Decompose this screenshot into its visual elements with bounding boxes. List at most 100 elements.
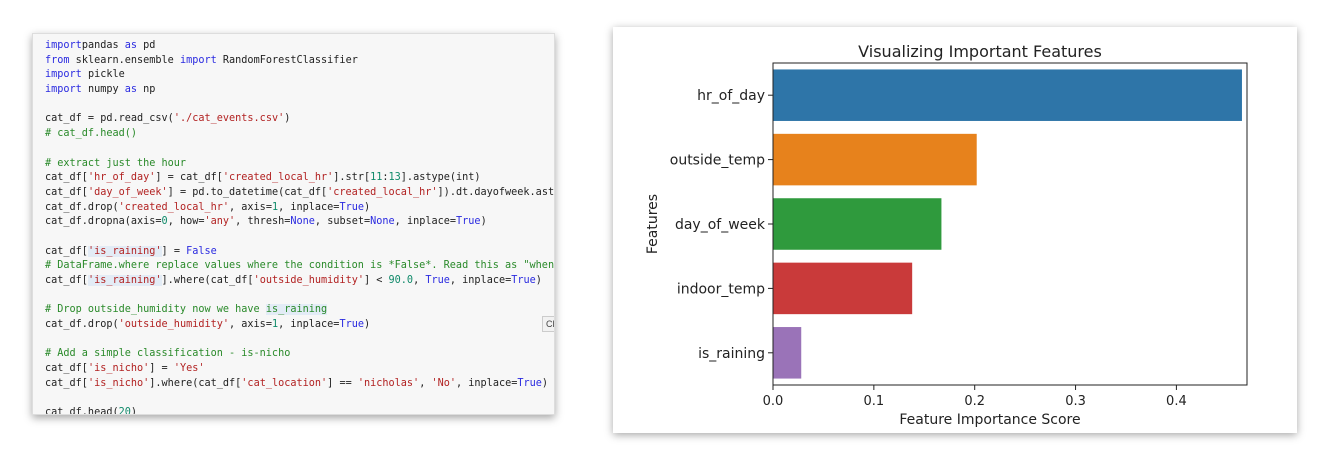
code-token: # extract just the hour (45, 157, 187, 169)
code-token: cat_df.drop( (45, 319, 119, 331)
code-line: importpandas as pd (45, 39, 554, 54)
bar-indoor_temp (773, 262, 913, 315)
code-token: import (45, 69, 82, 81)
code-token: from (45, 54, 70, 66)
code-token: ] == (327, 377, 358, 389)
code-token: 'is_raining' (87, 245, 162, 257)
code-token: np (137, 84, 156, 96)
code-line: cat_df.drop('created_local_hr', axis=1, … (45, 201, 554, 216)
code-token: , axis= (229, 319, 272, 331)
code-token: 11 (370, 172, 383, 184)
code-token: ) (130, 407, 138, 415)
code-token: pickle (81, 69, 125, 81)
y-tick-label: day_of_week (675, 217, 766, 233)
feature-importance-chart: hr_of_day outside_temp day_of_week indoor_t… (645, 42, 1248, 428)
code-token: # Add a simple classification - is-nicho (45, 348, 291, 360)
code-token: True (425, 275, 450, 286)
code-cell[interactable]: importpandas as pd from sklearn.ensemble … (32, 33, 555, 415)
code-editor[interactable]: importpandas as pd from sklearn.ensemble … (45, 39, 555, 415)
x-tick-label: 0.2 (964, 394, 985, 409)
code-token: ] = (161, 245, 187, 257)
code-token: numpy (81, 84, 125, 96)
code-token: import (45, 40, 82, 51)
code-line: # extract just the hour (45, 157, 554, 172)
code-token: ] = (149, 363, 174, 375)
code-token: True (517, 377, 542, 389)
code-token: ]).dt.dayofweek.astype( (437, 186, 555, 198)
code-line: import numpy as np (45, 83, 554, 98)
chart-title: Visualizing Important Features (858, 42, 1102, 61)
y-axis-label: Features (645, 194, 661, 254)
code-line: cat_df = pd.read_csv('./cat_events.csv') (45, 112, 554, 127)
code-token: ) (363, 319, 371, 331)
code-token: sklearn.ensemble (69, 54, 180, 66)
code-token: , subset= (314, 216, 371, 228)
plot-frame (772, 62, 1248, 386)
code-token: ] < (363, 275, 389, 286)
y-tick-label: outside_temp (670, 153, 765, 169)
y-tick-label: hr_of_day (697, 88, 765, 104)
chart-panel: hr_of_day outside_temp day_of_week indoor_t… (613, 27, 1297, 433)
code-token: cat_df = pd.read_csv( (45, 113, 174, 125)
code-token: ].str[ (333, 172, 371, 184)
code-token: 'outside_humidity' (253, 275, 364, 286)
code-token: False (186, 245, 217, 257)
code-token: 0 (161, 216, 168, 228)
code-token: 20 (118, 407, 131, 415)
code-token: ].astype(int) (400, 172, 481, 184)
code-token: ) (480, 216, 487, 228)
code-token: cat_df.head( (45, 407, 119, 415)
code-token: 'No' (431, 377, 457, 389)
code-token: cat_df[ (45, 363, 88, 375)
code-token: , inplace= (394, 216, 457, 228)
clear-output-tooltip[interactable]: Clear Out (542, 316, 554, 332)
code-token: as (124, 84, 138, 96)
code-token: pandas (81, 40, 125, 51)
code-line: cat_df['is_raining'].where(cat_df['outsi… (45, 274, 554, 289)
code-line (45, 289, 554, 304)
code-token: 13 (388, 172, 401, 184)
x-tick-label: 0.3 (1065, 394, 1086, 409)
code-token: 'is_nicho' (87, 377, 150, 389)
code-token: # cat_df.head() (45, 128, 138, 140)
code-token: True (511, 275, 536, 286)
code-token: 90.0 (388, 275, 414, 286)
code-token: ) (535, 275, 542, 286)
code-token: 'nicholas' (357, 377, 420, 389)
code-token: None (290, 216, 315, 228)
code-line: cat_df.head(20) (45, 406, 554, 415)
code-token: cat_df.dropna(axis= (45, 216, 162, 228)
bar-hr_of_day (773, 69, 1242, 121)
code-token: , inplace= (456, 377, 518, 389)
code-token: cat_df.drop( (45, 201, 119, 213)
code-token: cat_df[ (45, 275, 88, 286)
bar-outside_temp (773, 133, 977, 186)
code-token: RandomForestClassifier (216, 54, 358, 66)
code-token: 'Yes' (173, 363, 205, 375)
code-line: import pickle (45, 68, 554, 83)
code-token: 'is_nicho' (87, 363, 150, 375)
code-token: is_raining (265, 304, 328, 316)
code-token: cat_df[ (45, 172, 88, 184)
code-line (45, 392, 554, 407)
code-token: 'day_of_week' (87, 186, 168, 198)
code-token: cat_df[ (45, 245, 88, 257)
code-token: pd (137, 40, 156, 51)
code-token: ].where(cat_df[ (149, 377, 242, 389)
code-token: , inplace= (278, 319, 340, 331)
code-token: 'created_local_hr' (118, 201, 230, 213)
code-token: ] = pd.to_datetime(cat_df[ (167, 186, 328, 198)
code-token: , how= (167, 216, 205, 228)
code-token: None (370, 216, 395, 228)
code-token: as (124, 40, 138, 51)
code-token: 'any' (204, 216, 236, 228)
bar-is_raining (773, 327, 802, 379)
code-line: cat_df.drop('outside_humidity', axis=1, … (45, 318, 554, 333)
x-tick-label: 0.1 (864, 394, 885, 409)
code-token: , axis= (229, 201, 272, 213)
code-line: cat_df['is_nicho'].where(cat_df['cat_loc… (45, 377, 554, 392)
code-token: ] = cat_df[ (155, 172, 223, 184)
x-axis-label: Feature Importance Score (899, 412, 1080, 428)
x-tick-label: 0.4 (1166, 394, 1187, 409)
code-token: 1 (271, 319, 279, 331)
